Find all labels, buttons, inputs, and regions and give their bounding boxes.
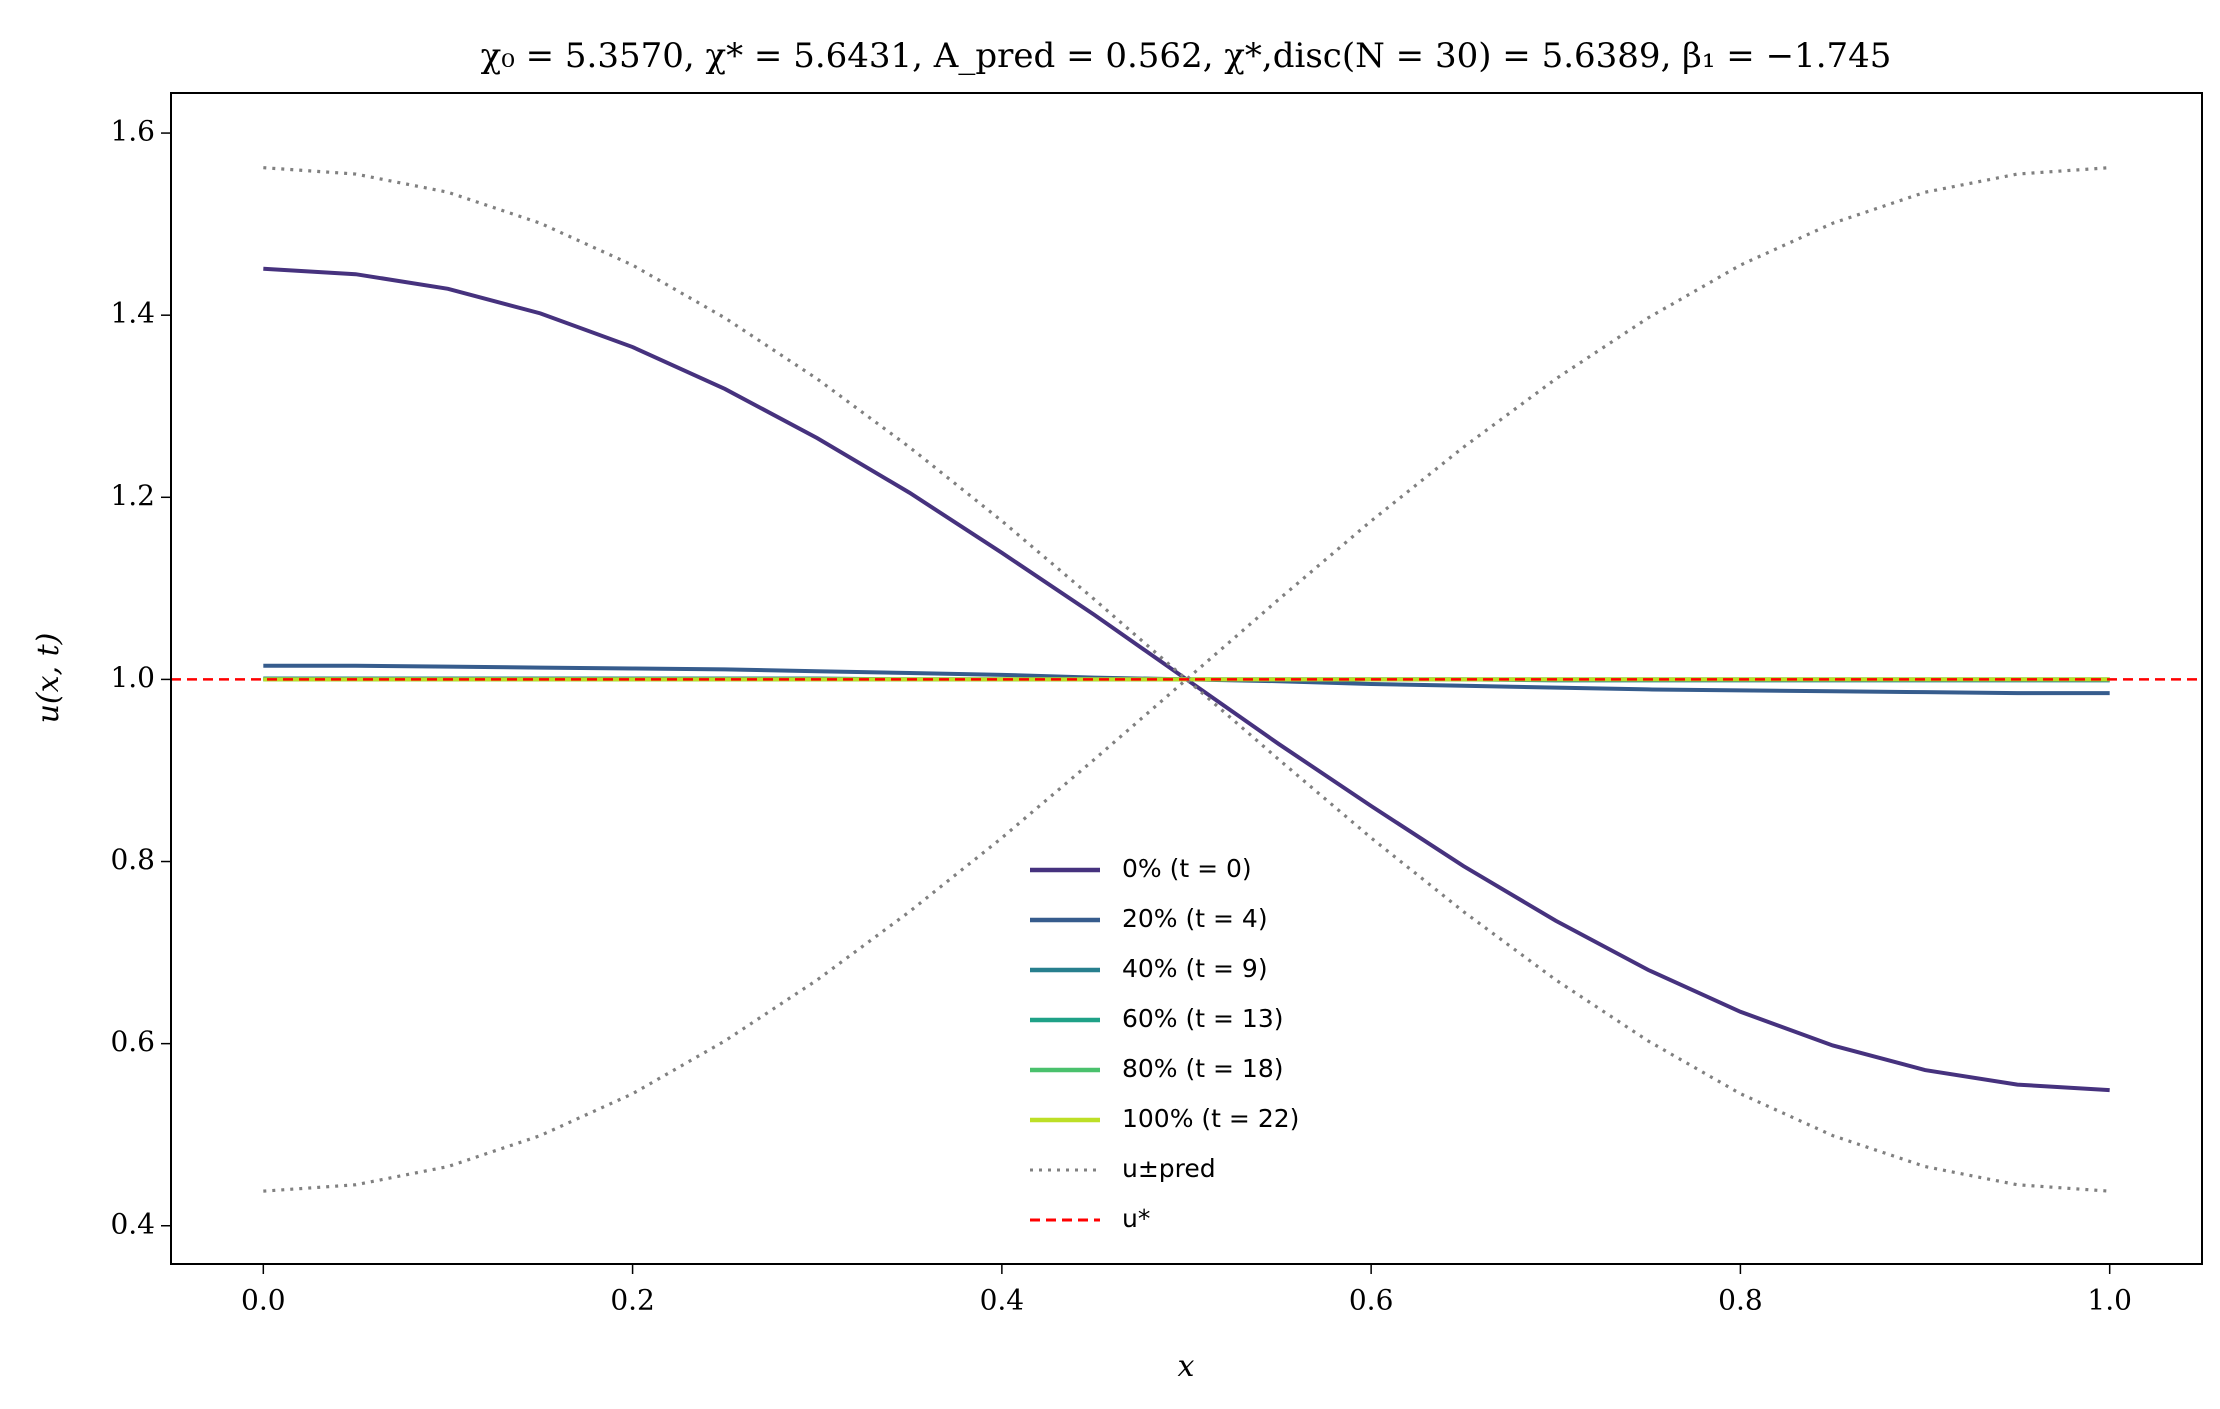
y-tick-label: 1.6 bbox=[110, 115, 155, 148]
legend-label: 80% (t = 18) bbox=[1122, 1054, 1283, 1083]
legend-label: 20% (t = 4) bbox=[1122, 904, 1268, 933]
legend-label: u±pred bbox=[1122, 1154, 1216, 1183]
legend: 0% (t = 0) 20% (t = 4) 40% (t = 9) 60% (t =… bbox=[1030, 854, 1299, 1233]
x-axis-label: x bbox=[1178, 1349, 1195, 1384]
y-axis-label: u(x, t) bbox=[31, 633, 66, 724]
y-tick-label: 0.4 bbox=[110, 1207, 155, 1240]
y-tick-label: 0.8 bbox=[110, 843, 155, 876]
plot-frame bbox=[170, 92, 2203, 1265]
legend-label: 100% (t = 22) bbox=[1122, 1104, 1299, 1133]
x-tick-label: 0.8 bbox=[1718, 1284, 1763, 1317]
series-line bbox=[263, 166, 2110, 1193]
x-tick-label: 0.6 bbox=[1349, 1284, 1394, 1317]
y-tick-label: 0.6 bbox=[110, 1025, 155, 1058]
x-tick-label: 0.0 bbox=[241, 1284, 286, 1317]
series-line bbox=[263, 166, 2110, 1193]
legend-label: 40% (t = 9) bbox=[1122, 954, 1268, 983]
chart-title: χ₀ = 5.3570, χ* = 5.6431, A_pred = 0.562… bbox=[481, 36, 1892, 76]
x-tick-label: 0.4 bbox=[980, 1284, 1025, 1317]
legend-label: 0% (t = 0) bbox=[1122, 854, 1252, 883]
x-tick-label: 0.2 bbox=[610, 1284, 655, 1317]
x-tick-label: 1.0 bbox=[2087, 1284, 2132, 1317]
legend-label: 60% (t = 13) bbox=[1122, 1004, 1283, 1033]
y-tick-label: 1.2 bbox=[110, 479, 155, 512]
legend-label: u* bbox=[1122, 1204, 1150, 1233]
y-tick-label: 1.0 bbox=[110, 661, 155, 694]
y-tick-label: 1.4 bbox=[110, 297, 155, 330]
